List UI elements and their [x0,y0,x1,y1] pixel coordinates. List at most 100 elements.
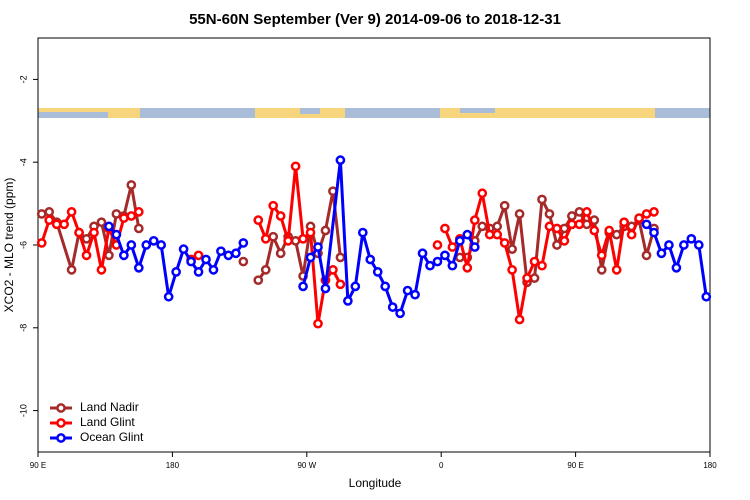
point [567,211,577,221]
point [260,233,271,244]
point [365,254,376,265]
point [74,227,84,238]
point [275,211,286,221]
point [260,264,271,275]
point [81,250,92,261]
point [425,260,435,271]
legend-marker [56,418,66,428]
point [499,238,510,248]
point [417,248,428,259]
point [119,250,129,261]
point [51,219,62,230]
point [686,233,697,244]
point [59,219,69,230]
point [589,225,600,236]
point [626,229,637,240]
point [223,250,234,261]
point [432,256,443,267]
point [477,188,488,199]
point [529,273,540,283]
legend-label: Ocean Glint [80,430,144,444]
point [447,242,458,252]
point [186,256,196,267]
point [313,242,323,252]
point [574,219,585,230]
chart-title: 55N-60N September (Ver 9) 2014-09-06 to … [189,11,561,28]
x-tick-label: 90 E [30,461,46,470]
point [596,264,607,275]
point [208,264,219,275]
point [81,233,92,244]
point [641,250,652,261]
point [201,254,211,265]
point [567,219,577,230]
point [66,207,77,217]
point [402,285,413,296]
x-tick-label: 180 [166,461,180,470]
point [537,260,547,271]
point [133,262,144,273]
point [126,240,137,250]
legend-marker [56,403,66,413]
point [559,223,570,234]
point [119,213,129,223]
point [111,229,122,240]
point [305,252,316,263]
point [455,236,465,246]
point [664,240,674,250]
point [387,302,398,312]
point [178,244,189,254]
point [171,267,181,277]
point [611,264,622,275]
point [96,217,107,228]
map-strip [38,108,710,118]
legend-label: Land Nadir [80,400,139,414]
point [507,244,517,254]
point [507,264,517,275]
point [410,289,420,300]
legend-label: Land Glint [80,415,135,429]
point [649,227,659,238]
point [148,236,159,246]
point [619,217,629,228]
point [320,225,331,236]
point [283,236,293,246]
point [231,248,241,259]
point [679,240,689,250]
point [36,238,47,248]
point [253,215,264,226]
point [537,194,547,205]
point [357,227,368,238]
y-tick-label: -4 [18,158,28,166]
point [701,291,712,302]
ocean-patch [345,108,440,118]
point [104,250,114,261]
point [89,227,99,238]
point [44,215,55,226]
point [193,250,204,261]
ocean-patch [140,108,255,118]
ocean-patch [655,108,710,118]
point [343,296,353,306]
point [544,221,555,232]
point [552,223,562,234]
point [275,248,286,259]
point [634,213,644,223]
point [320,283,331,294]
x-tick-label: 180 [703,461,717,470]
point [268,231,279,242]
point [611,229,622,240]
point [380,281,391,292]
point [529,256,540,267]
point [641,219,652,230]
ocean-patch [460,108,495,113]
point [469,215,480,226]
point [253,275,264,286]
point [290,161,301,172]
point [574,207,585,217]
ocean-patch [300,108,320,114]
point [469,242,480,252]
point [163,291,174,302]
